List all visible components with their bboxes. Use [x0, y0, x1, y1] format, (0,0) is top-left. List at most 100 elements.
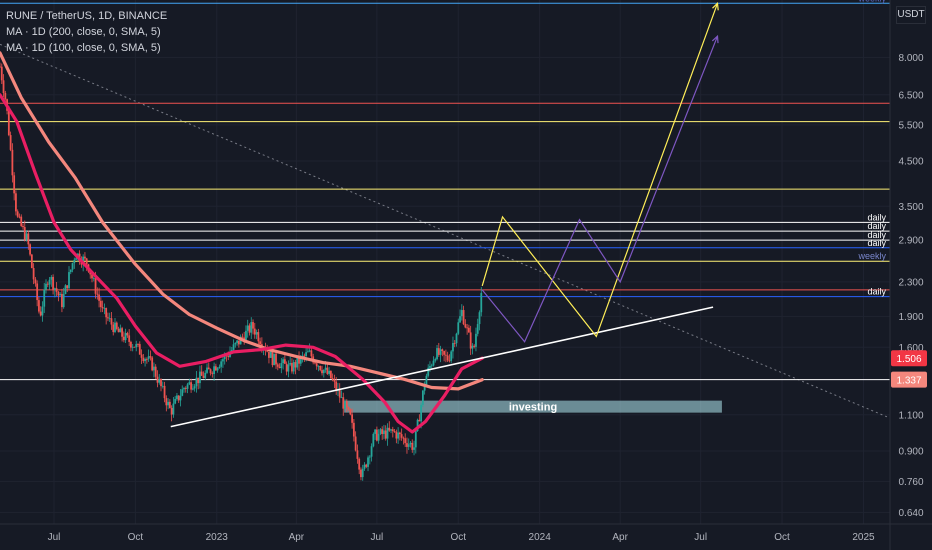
candle-body — [200, 371, 203, 376]
candle-body — [374, 429, 377, 434]
candle-body — [193, 386, 196, 389]
candle-body — [38, 300, 40, 312]
candle-body — [423, 385, 426, 391]
candle-body — [124, 333, 127, 341]
level-label: daily — [867, 238, 886, 248]
candle-body — [191, 388, 194, 390]
candle-body — [402, 437, 405, 439]
x-tick-label: 2024 — [529, 532, 552, 543]
candle-body — [460, 310, 463, 317]
candle-body — [452, 343, 454, 352]
y-tick-label: 1.900 — [898, 312, 923, 323]
candle-body — [397, 432, 400, 439]
candle-body — [68, 272, 70, 289]
ma200-line[interactable] — [0, 51, 484, 391]
ma100-line[interactable] — [0, 93, 484, 434]
x-tick-label: Apr — [612, 532, 628, 543]
candle-body — [306, 351, 309, 353]
candle-body — [418, 419, 421, 422]
candle-body — [275, 353, 277, 365]
candle-body — [398, 432, 401, 435]
candle-body — [328, 370, 331, 374]
projection-path-yellow[interactable] — [481, 3, 719, 338]
candle-body — [206, 367, 208, 373]
projection-path-purple[interactable] — [481, 35, 719, 343]
level-label: weekly — [857, 0, 886, 3]
candle-body — [188, 382, 191, 385]
symbol-line: RUNE / TetherUS, 1D, BINANCE — [6, 10, 168, 22]
candle-body — [411, 442, 414, 450]
candle-body — [138, 344, 141, 355]
candle-body — [476, 324, 479, 334]
y-tick-label: 0.900 — [898, 446, 923, 457]
candle-body — [165, 398, 168, 406]
y-tick-label: 2.900 — [898, 236, 923, 247]
y-tick-label: 0.760 — [898, 477, 923, 488]
candle-body — [400, 434, 403, 438]
candle-body — [59, 293, 62, 296]
candle-body — [367, 457, 369, 467]
candle-body — [259, 341, 261, 345]
candle-body — [322, 369, 325, 374]
candle-body — [135, 344, 138, 348]
candle-body — [128, 335, 131, 342]
y-tick-label: 6.500 — [898, 90, 923, 101]
currency-button[interactable]: USDT — [896, 6, 926, 24]
candle-body — [245, 330, 247, 342]
candle-body — [156, 376, 159, 383]
candle-body — [246, 325, 249, 331]
candle-body — [13, 175, 16, 194]
candle-body — [195, 377, 198, 387]
candle-body — [298, 357, 300, 364]
x-tick-label: Jul — [694, 532, 707, 543]
candle-body — [372, 433, 375, 447]
candle-body — [331, 378, 334, 380]
y-tick-label: 4.500 — [898, 157, 923, 168]
candle-body — [131, 346, 134, 348]
price-axis[interactable] — [890, 0, 932, 550]
candle-body — [222, 359, 224, 362]
candle-body — [71, 263, 74, 270]
candle-body — [349, 409, 352, 415]
candle-body — [61, 293, 63, 308]
candle-body — [0, 66, 3, 81]
candle-body — [314, 362, 316, 364]
candle-body — [287, 364, 290, 372]
candle-body — [112, 324, 115, 333]
arrow-head-icon — [712, 2, 719, 11]
candle-body — [9, 135, 12, 150]
candle-body — [96, 293, 99, 295]
candle-body — [168, 401, 171, 408]
candle-body — [253, 328, 256, 335]
candle-body — [177, 395, 180, 401]
dotted-trendline[interactable] — [0, 43, 891, 419]
candle-body — [381, 429, 384, 435]
candle-body — [427, 367, 430, 376]
candle-body — [266, 350, 269, 352]
candle-body — [140, 354, 143, 358]
candle-body — [237, 340, 240, 345]
candle-body — [278, 366, 281, 369]
support-trendline[interactable] — [170, 306, 714, 428]
candle-body — [103, 308, 106, 309]
candle-body — [213, 366, 215, 374]
candle-body — [27, 233, 30, 245]
candle-body — [462, 310, 465, 325]
candle-body — [32, 268, 35, 280]
candle-body — [153, 366, 155, 371]
candle-body — [363, 464, 366, 469]
candle-body — [130, 341, 132, 348]
x-tick-label: Oct — [450, 532, 466, 543]
candle-body — [257, 332, 260, 342]
chart-legend: RUNE / TetherUS, 1D, BINANCE MA · 1D (20… — [6, 8, 167, 56]
candle-body — [115, 322, 118, 329]
candle-body — [167, 401, 169, 406]
candle-body — [319, 366, 322, 371]
candle-body — [241, 336, 244, 338]
candle-body — [204, 372, 207, 378]
x-tick-label: Oct — [774, 532, 790, 543]
candle-body — [186, 384, 189, 389]
candle-body — [420, 404, 423, 422]
candle-body — [429, 366, 431, 368]
